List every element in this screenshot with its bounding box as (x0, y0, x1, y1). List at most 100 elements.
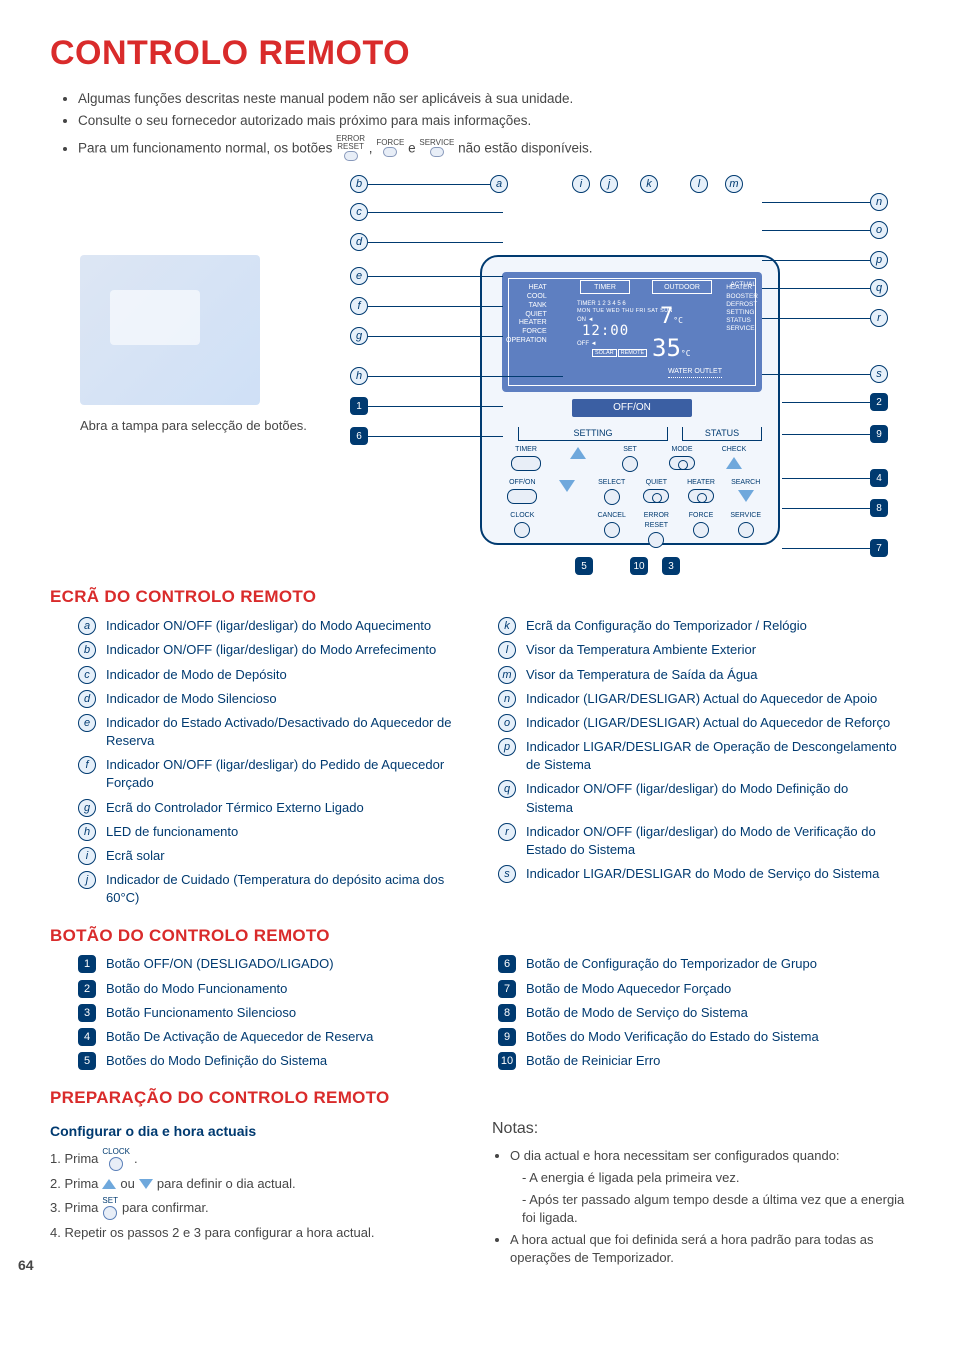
callout-10: 10 (630, 557, 648, 575)
legend-text: Indicador de Modo de Depósito (106, 666, 478, 684)
legend-marker: g (78, 799, 96, 817)
callout-h: h (350, 367, 368, 385)
remote-button: SET (608, 445, 652, 472)
legend-text: Indicador ON/OFF (ligar/desligar) do Mod… (106, 641, 478, 659)
legend-text: Indicador LIGAR/DESLIGAR do Modo de Serv… (526, 865, 898, 883)
legend-marker: 3 (78, 1004, 96, 1022)
legend-text: Botão OFF/ON (DESLIGADO/LIGADO) (106, 955, 478, 973)
legend-marker: f (78, 756, 96, 774)
remote-button: QUIET (638, 478, 675, 505)
legend-marker: d (78, 690, 96, 708)
legend-marker: p (498, 738, 516, 756)
legend-text: Indicador do Estado Activado/Desactivado… (106, 714, 478, 750)
status-label: STATUS (682, 427, 762, 441)
callout-k: k (640, 175, 658, 193)
legend-text: Indicador de Modo Silencioso (106, 690, 478, 708)
legend-text: Botões do Modo Verificação do Estado do … (526, 1028, 898, 1046)
section-botao-title: BOTÃO DO CONTROLO REMOTO (50, 924, 914, 948)
legend-marker: 2 (78, 980, 96, 998)
set-icon: SET (102, 1197, 118, 1220)
legend-marker: e (78, 714, 96, 732)
page-title: CONTROLO REMOTO (50, 30, 914, 78)
remote-button: CLOCK (504, 511, 541, 548)
clock-icon: CLOCK (102, 1148, 130, 1171)
remote-button: SEARCH (727, 478, 764, 505)
legend-text: Visor da Temperatura Ambiente Exterior (526, 641, 898, 659)
legend-marker: m (498, 666, 516, 684)
legend-marker: k (498, 617, 516, 635)
remote-button (549, 478, 586, 505)
section-prep-title: PREPARAÇÃO DO CONTROLO REMOTO (50, 1086, 914, 1110)
legend-text: Botão de Modo de Serviço do Sistema (526, 1004, 898, 1022)
intro-btn-prefix: Para um funcionamento normal, os botões (78, 141, 332, 156)
intro-line: Algumas funções descritas neste manual p… (78, 91, 573, 106)
callout-4: 4 (870, 469, 888, 487)
legend-text: Indicador de Cuidado (Temperatura do dep… (106, 871, 478, 907)
callout-3: 3 (662, 557, 680, 575)
remote-button: SERVICE (727, 511, 764, 548)
legend-marker: i (78, 847, 96, 865)
legend-marker: o (498, 714, 516, 732)
legend-text: Botão de Modo Aquecedor Forçado (526, 980, 898, 998)
legend-marker: j (78, 871, 96, 889)
down-icon (139, 1178, 153, 1189)
callout-g: g (350, 327, 368, 345)
remote-button: FORCE (683, 511, 720, 548)
service-icon: SERVICE (419, 139, 454, 159)
legend-text: LED de funcionamento (106, 823, 478, 841)
callout-r: r (870, 309, 888, 327)
setting-label: SETTING (518, 427, 668, 441)
legend-marker: h (78, 823, 96, 841)
page-number: 64 (18, 1256, 34, 1276)
legend-marker: b (78, 641, 96, 659)
remote-button: TIMER (504, 445, 548, 472)
callout-o: o (870, 221, 888, 239)
remote-button (556, 445, 600, 472)
callout-s: s (870, 365, 888, 383)
legend-marker: c (78, 666, 96, 684)
callout-m: m (725, 175, 743, 193)
remote-button: MODE (660, 445, 704, 472)
notes-list: O dia actual e hora necessitam ser confi… (510, 1147, 914, 1268)
up-icon (102, 1178, 116, 1189)
remote-button (549, 511, 586, 548)
legend-marker: l (498, 641, 516, 659)
notes-title: Notas: (492, 1118, 914, 1140)
callout-1: 1 (350, 397, 368, 415)
legend-text: Indicador (LIGAR/DESLIGAR) Actual do Aqu… (526, 690, 898, 708)
remote-photo (80, 255, 260, 405)
step-4: 4. Repetir os passos 2 e 3 para configur… (50, 1224, 472, 1242)
legend-text: Botão do Modo Funcionamento (106, 980, 478, 998)
remote-button: CHECK (712, 445, 756, 472)
legend-text: Botão de Configuração do Temporizador de… (526, 955, 898, 973)
callout-7: 7 (870, 539, 888, 557)
step-1: 1. Prima CLOCK . (50, 1148, 472, 1171)
callout-c: c (350, 203, 368, 221)
callout-6: 6 (350, 427, 368, 445)
callout-n: n (870, 193, 888, 211)
error-reset-icon: ERROR RESET (336, 135, 365, 163)
legend-text: Indicador (LIGAR/DESLIGAR) Actual do Aqu… (526, 714, 898, 732)
callout-5: 5 (575, 557, 593, 575)
callout-f: f (350, 297, 368, 315)
remote-button: ERROR RESET (638, 511, 675, 548)
legend-marker: 9 (498, 1028, 516, 1046)
legend-marker: 1 (78, 955, 96, 973)
legend-marker: n (498, 690, 516, 708)
intro-btn-suffix: não estão disponíveis. (458, 141, 592, 156)
callout-d: d (350, 233, 368, 251)
intro-line: Consulte o seu fornecedor autorizado mai… (78, 113, 531, 128)
legend-marker: r (498, 823, 516, 841)
legend-marker: 5 (78, 1052, 96, 1070)
legend-marker: 10 (498, 1052, 516, 1070)
callout-a: a (490, 175, 508, 193)
legend-text: Indicador ON/OFF (ligar/desligar) do Mod… (526, 780, 898, 816)
callout-b: b (350, 175, 368, 193)
callout-p: p (870, 251, 888, 269)
off-on-indicator: OFF/ON (572, 399, 692, 417)
legend-marker: 4 (78, 1028, 96, 1046)
legend-marker: 6 (498, 955, 516, 973)
callout-2: 2 (870, 393, 888, 411)
legend-text: Indicador LIGAR/DESLIGAR de Operação de … (526, 738, 898, 774)
callout-q: q (870, 279, 888, 297)
